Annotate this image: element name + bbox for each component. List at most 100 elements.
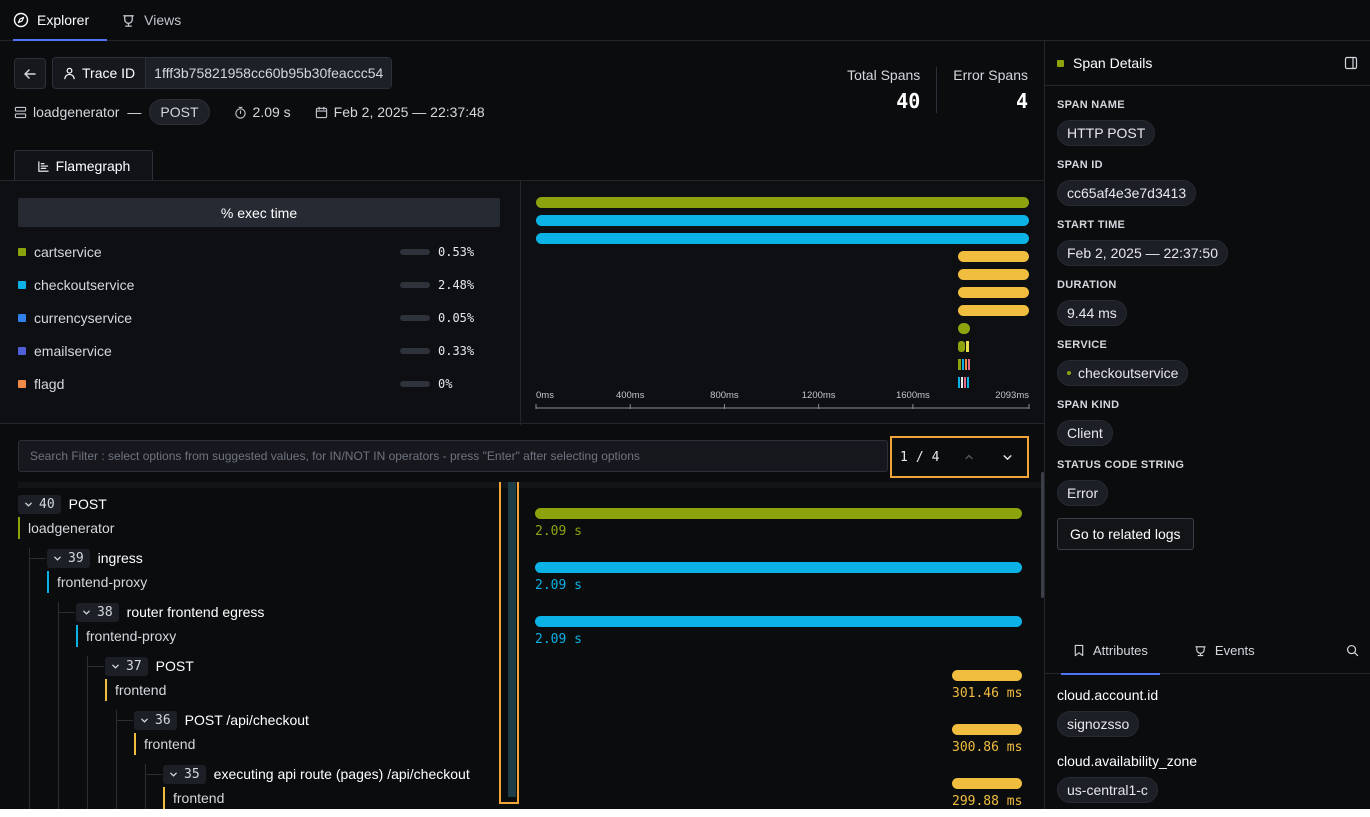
span-node[interactable]: 39 ingress frontend-proxy <box>47 546 147 593</box>
flame-bar <box>958 269 1029 280</box>
resize-handle-thumb[interactable] <box>508 482 516 797</box>
span-count-toggle[interactable]: 36 <box>134 710 177 730</box>
field-span-id: SPAN ID cc65af4e3e7d3413 <box>1045 159 1370 206</box>
tree-guide <box>58 612 75 613</box>
span-count-toggle[interactable]: 39 <box>47 548 90 568</box>
span-service: frontend <box>163 787 470 809</box>
trace-icon <box>63 67 76 80</box>
field-value: Error <box>1057 480 1109 506</box>
tab-flamegraph[interactable]: Flamegraph <box>14 150 153 181</box>
trace-id-value[interactable]: 1fff3b75821958cc60b95b30feaccc54 <box>146 58 392 88</box>
attribute-value[interactable]: signozsso <box>1057 711 1140 737</box>
tab-attributes-label: Attributes <box>1093 643 1148 658</box>
span-service: frontend-proxy <box>47 571 147 593</box>
field-value: checkoutservice <box>1078 365 1179 381</box>
chevron-down-icon <box>24 500 33 509</box>
trace-id-box: Trace ID 1fff3b75821958cc60b95b30feaccc5… <box>52 57 393 89</box>
chevron-down-icon[interactable] <box>1002 452 1013 463</box>
span-node[interactable]: 36 POST /api/checkout frontend <box>134 708 309 755</box>
legend-service: flagd <box>34 375 65 392</box>
attribute-row: cloud.account.id signozsso <box>1057 687 1158 737</box>
span-count-toggle[interactable]: 40 <box>18 494 61 514</box>
axis-tick-label: 800ms <box>710 390 739 401</box>
span-details-header: Span Details <box>1045 41 1370 86</box>
trace-id-label: Trace ID <box>53 58 147 88</box>
flame-bar <box>536 197 1029 208</box>
tree-resize-handle[interactable] <box>499 482 519 804</box>
span-count-toggle[interactable]: 38 <box>76 602 119 622</box>
legend-row[interactable]: checkoutservice 2.48% <box>18 268 500 301</box>
search-filter-input[interactable]: Search Filter : select options from sugg… <box>18 440 888 472</box>
back-button[interactable] <box>14 58 46 89</box>
span-node[interactable]: 37 POST frontend <box>105 654 194 701</box>
tree-guide <box>145 764 146 817</box>
legend-percent: 2.48% <box>438 277 475 292</box>
search-icon[interactable] <box>1346 644 1359 657</box>
flamegraph-chart[interactable]: 0ms 400ms 800ms 1200ms 1600ms 2093ms <box>526 181 1041 425</box>
span-count: 37 <box>126 658 142 674</box>
span-count: 38 <box>97 604 113 620</box>
tab-events[interactable]: Events <box>1194 628 1255 674</box>
exec-time-header: % exec time <box>18 198 500 227</box>
compass-icon <box>13 12 29 28</box>
trace-meta: loadgenerator — POST 2.09 s Feb 2, 2025 … <box>14 99 485 125</box>
flame-bar <box>958 377 960 388</box>
span-timeline-bar[interactable] <box>952 670 1022 681</box>
span-count-toggle[interactable]: 37 <box>105 656 148 676</box>
trace-main: Trace ID 1fff3b75821958cc60b95b30feaccc5… <box>0 41 1044 817</box>
span-count-toggle[interactable]: 35 <box>163 764 206 784</box>
field-label: SPAN ID <box>1057 159 1103 171</box>
span-node[interactable]: 40 POST loadgenerator <box>18 492 114 539</box>
chevron-down-icon <box>140 716 149 725</box>
legend-swatch <box>18 313 26 322</box>
span-node[interactable]: 38 router frontend egress frontend-proxy <box>76 600 264 647</box>
span-timeline-bar[interactable] <box>535 616 1022 627</box>
legend-bar <box>400 380 430 387</box>
span-node[interactable]: 35 executing api route (pages) /api/check… <box>163 762 470 809</box>
total-spans-stat: Total Spans 40 <box>831 67 920 113</box>
legend-bar <box>400 281 430 288</box>
span-count: 36 <box>155 712 171 728</box>
calendar-icon <box>315 106 328 119</box>
chevron-up-icon[interactable] <box>964 452 974 462</box>
legend-swatch <box>18 280 26 289</box>
legend-row[interactable]: currencyservice 0.05% <box>18 301 500 334</box>
collapse-panel-icon[interactable] <box>1344 56 1358 70</box>
vertical-scrollbar[interactable] <box>1041 472 1044 598</box>
tab-views[interactable]: Views <box>121 0 199 40</box>
legend-swatch <box>18 379 26 388</box>
span-timeline-bar[interactable] <box>535 562 1022 573</box>
span-timeline-bar[interactable] <box>952 724 1022 735</box>
related-logs-button[interactable]: Go to related logs <box>1057 518 1194 550</box>
legend-service: currencyservice <box>34 309 133 326</box>
trace-id-label-text: Trace ID <box>82 65 136 81</box>
chevron-down-icon <box>53 554 62 563</box>
attribute-value[interactable]: us-central1-c <box>1057 777 1158 803</box>
search-placeholder: Search Filter : select options from sugg… <box>30 449 640 463</box>
attribute-key: cloud.availability_zone <box>1057 753 1198 769</box>
tree-guide <box>87 656 88 817</box>
field-value: cc65af4e3e7d3413 <box>1057 180 1197 206</box>
span-tree: 40 POST loadgenerator 39 ingress frontend-… <box>18 482 1042 817</box>
span-timeline-bar[interactable] <box>952 778 1022 789</box>
tab-explorer[interactable]: Explorer <box>13 0 108 41</box>
field-service: SERVICE checkoutservice <box>1045 339 1370 386</box>
field-label: STATUS CODE STRING <box>1057 459 1185 471</box>
trace-duration: 2.09 s <box>252 104 291 120</box>
exec-time-legend: % exec time cartservice 0.53% checkoutse… <box>18 198 500 400</box>
legend-row[interactable]: flagd 0% <box>18 367 500 400</box>
span-timeline-bar[interactable] <box>535 508 1022 519</box>
tab-attributes[interactable]: Attributes <box>1061 628 1160 675</box>
events-icon <box>1194 644 1207 657</box>
bottom-edge <box>0 809 1370 817</box>
legend-row[interactable]: cartservice 0.53% <box>18 235 500 268</box>
flame-bar <box>964 377 966 388</box>
service-color-dot <box>1057 59 1064 67</box>
legend-percent: 0.05% <box>438 310 475 325</box>
legend-row[interactable]: emailservice 0.33% <box>18 334 500 367</box>
timer-icon <box>234 106 247 119</box>
span-name: ingress <box>97 550 143 566</box>
flame-bar <box>962 359 964 370</box>
tree-guide <box>116 720 133 721</box>
span-count: 35 <box>184 766 200 782</box>
